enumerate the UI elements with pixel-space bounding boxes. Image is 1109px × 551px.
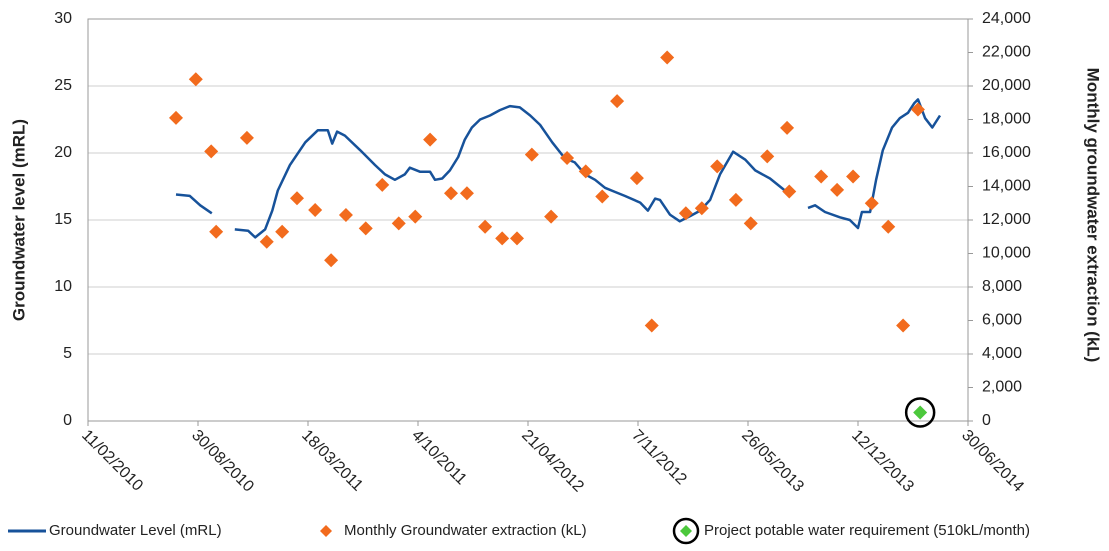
scatter-point — [423, 132, 438, 147]
x-tick-label: 21/04/2012 — [518, 427, 587, 496]
scatter-point — [510, 231, 524, 246]
legend-swatch — [680, 525, 692, 537]
scatter-point — [459, 186, 474, 201]
scatter-point — [578, 164, 593, 179]
scatter-point — [324, 253, 339, 268]
y2-axis-title: Monthly groundwater extraction (kL) — [1084, 68, 1103, 363]
scatter-point — [209, 224, 224, 239]
y2-tick-label: 24,000 — [982, 10, 1031, 27]
scatter-point — [560, 151, 575, 166]
scatter-point — [524, 147, 539, 162]
y2-tick-label: 4,000 — [982, 345, 1022, 362]
scatter-point — [544, 209, 559, 224]
scatter-point — [881, 219, 896, 234]
y-axis-title: Groundwater level (mRL) — [9, 119, 28, 321]
x-tick-label: 18/03/2011 — [298, 427, 366, 495]
scatter-point — [275, 224, 290, 239]
legend-label: Groundwater Level (mRL) — [49, 522, 222, 539]
scatter-point — [595, 189, 610, 204]
scatter-point — [259, 234, 274, 249]
scatter-point — [338, 207, 353, 222]
x-tick-label: 11/02/2010 — [78, 427, 146, 495]
y-tick-label: 0 — [63, 412, 72, 429]
scatter-point — [760, 149, 775, 164]
y-tick-label: 20 — [54, 144, 72, 161]
scatter-point — [629, 171, 644, 186]
scatter-point — [290, 191, 304, 206]
scatter-point — [444, 186, 458, 201]
y2-tick-label: 18,000 — [982, 111, 1031, 128]
scatter-point — [408, 209, 423, 224]
scatter-point — [391, 216, 406, 231]
scatter-point — [846, 169, 861, 184]
scatter-point — [728, 192, 743, 207]
x-tick-label: 26/05/2013 — [738, 427, 807, 496]
scatter-point — [495, 231, 510, 246]
y2-tick-label: 14,000 — [982, 178, 1031, 195]
y2-tick-label: 2,000 — [982, 379, 1022, 396]
scatter-point — [358, 221, 373, 236]
scatter-point — [910, 102, 925, 117]
x-tick-label: 12/12/2013 — [848, 427, 917, 496]
y2-tick-label: 22,000 — [982, 44, 1031, 61]
x-tick-label: 7/11/2012 — [628, 427, 690, 489]
scatter-point — [678, 206, 693, 221]
scatter-point — [204, 144, 219, 159]
scatter-point — [782, 184, 797, 199]
y-tick-label: 30 — [54, 10, 72, 27]
scatter-point — [864, 196, 879, 211]
legend-ring — [672, 517, 700, 545]
y-tick-label: 25 — [54, 77, 72, 94]
y2-tick-label: 10,000 — [982, 245, 1031, 262]
y-tick-label: 5 — [63, 345, 72, 362]
scatter-point — [478, 219, 493, 234]
scatter-point — [169, 110, 183, 125]
scatter-point — [660, 50, 675, 65]
y2-tick-label: 20,000 — [982, 77, 1031, 94]
y-tick-label: 10 — [54, 278, 72, 295]
y2-tick-label: 6,000 — [982, 312, 1022, 329]
x-tick-label: 30/08/2010 — [188, 427, 257, 496]
scatter-point — [830, 182, 845, 197]
scatter-point — [308, 202, 323, 217]
y2-tick-label: 8,000 — [982, 278, 1022, 295]
highlight-ring — [904, 397, 936, 428]
scatter-point — [710, 159, 725, 174]
scatter-point — [239, 130, 254, 145]
y2-tick-label: 16,000 — [982, 144, 1031, 161]
legend-label: Monthly Groundwater extraction (kL) — [344, 522, 587, 539]
scatter-point — [814, 169, 829, 184]
scatter-point — [896, 318, 911, 333]
scatter-point — [913, 405, 928, 420]
y2-tick-label: 12,000 — [982, 211, 1031, 228]
scatter-point — [780, 120, 795, 135]
x-tick-label: 30/06/2014 — [958, 427, 1027, 496]
scatter-point — [644, 318, 659, 333]
scatter-point — [743, 216, 758, 231]
scatter-point — [188, 72, 203, 87]
x-tick-label: 4/10/2011 — [408, 427, 470, 489]
scatter-point — [694, 201, 709, 216]
legend-label: Project potable water requirement (510kL… — [704, 522, 1030, 539]
y-tick-label: 15 — [54, 211, 72, 228]
legend-swatch — [320, 525, 332, 537]
y2-tick-label: 0 — [982, 412, 991, 429]
scatter-point — [610, 94, 625, 109]
scatter-point — [375, 177, 390, 192]
